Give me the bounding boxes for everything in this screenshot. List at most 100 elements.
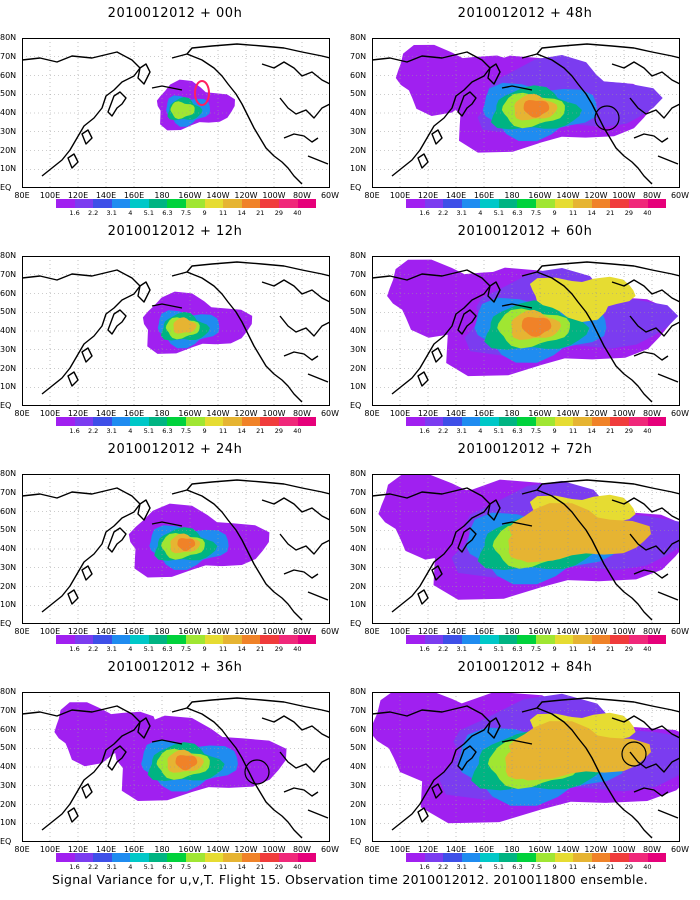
- lon-tick-label: 100E: [389, 627, 411, 636]
- colorbar-swatch: [536, 417, 555, 426]
- colorbar-swatch: [647, 199, 667, 208]
- panel-title: 2010012012 + 60h: [457, 224, 593, 239]
- coastline: [186, 479, 330, 495]
- lat-tick-label: 40N: [350, 109, 367, 117]
- colorbar-swatch: [406, 635, 425, 644]
- colorbar-label: 1.6: [69, 427, 80, 435]
- lon-tick-label: 80W: [292, 191, 312, 200]
- colorbar-swatch: [480, 199, 499, 208]
- coastline: [431, 347, 443, 363]
- lat-tick-label: 80N: [350, 34, 367, 42]
- colorbar-swatch: [74, 417, 94, 426]
- colorbar-label: 3.1: [456, 645, 467, 653]
- coastline: [151, 739, 183, 745]
- lon-tick-label: 120W: [584, 845, 608, 854]
- variance-contour: [395, 44, 517, 116]
- coastline: [457, 527, 477, 553]
- colorbar-swatch: [241, 417, 261, 426]
- colorbar-swatch: [480, 853, 499, 862]
- colorbar-swatch: [93, 199, 112, 208]
- lon-tick-label: 140E: [445, 191, 467, 200]
- lon-tick-label: 60W: [670, 191, 690, 200]
- colorbar-swatch: [260, 853, 279, 862]
- coastline: [307, 373, 329, 383]
- colorbar-label: 5.1: [143, 427, 155, 435]
- coastline: [279, 533, 330, 555]
- lon-tick-label: 160W: [178, 845, 202, 854]
- coastline: [629, 533, 680, 555]
- coastline: [611, 497, 680, 521]
- lat-tick-label: 50N: [350, 90, 367, 99]
- colorbar-swatch: [204, 853, 224, 862]
- lat-tick-label: 30N: [0, 127, 17, 136]
- map-area: [372, 38, 680, 188]
- colorbar-label: 9: [202, 427, 207, 435]
- lon-tick-label: 140E: [95, 409, 117, 418]
- colorbar-swatch: [406, 853, 425, 862]
- panel-title: 2010012012 + 72h: [457, 442, 593, 457]
- lon-tick-label: 120E: [67, 627, 89, 636]
- colorbar: [56, 417, 317, 426]
- colorbar-label: 7.5: [530, 427, 542, 435]
- lon-tick-label: 160W: [528, 627, 552, 636]
- coastline: [81, 347, 93, 363]
- lat-tick-label: 40N: [0, 763, 17, 771]
- colorbar-label: 9: [202, 209, 207, 217]
- lon-tick-label: 60W: [670, 627, 690, 636]
- colorbar-label: 21: [256, 645, 265, 653]
- lon-tick-label: 60W: [670, 409, 690, 418]
- coastline: [283, 569, 319, 579]
- coastline: [151, 303, 183, 309]
- lon-tick-label: 60W: [320, 627, 340, 636]
- lon-tick-label: 160E: [123, 845, 145, 854]
- colorbar-swatch: [517, 635, 537, 644]
- lat-tick-label: 50N: [350, 308, 367, 317]
- colorbar-label: 9: [552, 209, 557, 217]
- lon-tick-label: 160E: [473, 627, 495, 636]
- colorbar-swatch: [424, 635, 444, 644]
- coastline: [261, 497, 330, 521]
- coastline: [81, 783, 93, 799]
- lon-tick-label: 160W: [178, 409, 202, 418]
- colorbar: [406, 417, 667, 426]
- coastline: [283, 351, 319, 361]
- coastline: [81, 565, 93, 581]
- coastline: [283, 787, 319, 797]
- colorbar-label: 14: [237, 645, 246, 653]
- lat-tick-label: 50N: [0, 744, 17, 753]
- colorbar-label: 7.5: [180, 209, 192, 217]
- colorbar-label: 2.2: [87, 645, 99, 653]
- lat-tick-label: 60N: [350, 507, 367, 516]
- colorbar-label: 6.3: [512, 863, 523, 871]
- lon-tick-label: 120W: [584, 409, 608, 418]
- colorbar-label: 2.2: [437, 427, 449, 435]
- coastline: [151, 85, 183, 91]
- colorbar-label: 5.1: [143, 209, 155, 217]
- lon-tick-label: 120E: [417, 845, 439, 854]
- colorbar-label: 5.1: [493, 209, 505, 217]
- colorbar-label: 40: [293, 209, 302, 217]
- map-frame: [22, 38, 330, 188]
- colorbar-swatch: [241, 853, 261, 862]
- colorbar-label: 9: [202, 645, 207, 653]
- lon-tick-label: 100W: [262, 845, 286, 854]
- lat-tick-label: 40N: [350, 545, 367, 553]
- map-area: [372, 692, 680, 842]
- coastline: [261, 715, 330, 739]
- colorbar-swatch: [443, 853, 462, 862]
- lon-tick-label: 160W: [178, 191, 202, 200]
- lon-tick-label: 180: [504, 409, 520, 418]
- variance-contour: [508, 721, 651, 781]
- colorbar-label: 29: [624, 645, 633, 653]
- coastline: [22, 269, 141, 395]
- lat-tick-label: 20N: [350, 582, 367, 591]
- map-frame: [372, 474, 680, 624]
- colorbar-swatch: [241, 199, 261, 208]
- coastline: [372, 269, 491, 395]
- colorbar-label: 21: [256, 209, 265, 217]
- colorbar-label: 40: [293, 427, 302, 435]
- lat-tick-label: 20N: [350, 146, 367, 155]
- coastline: [372, 51, 491, 177]
- lon-tick-label: 120E: [67, 191, 89, 200]
- lat-tick-label: EQ: [350, 402, 362, 410]
